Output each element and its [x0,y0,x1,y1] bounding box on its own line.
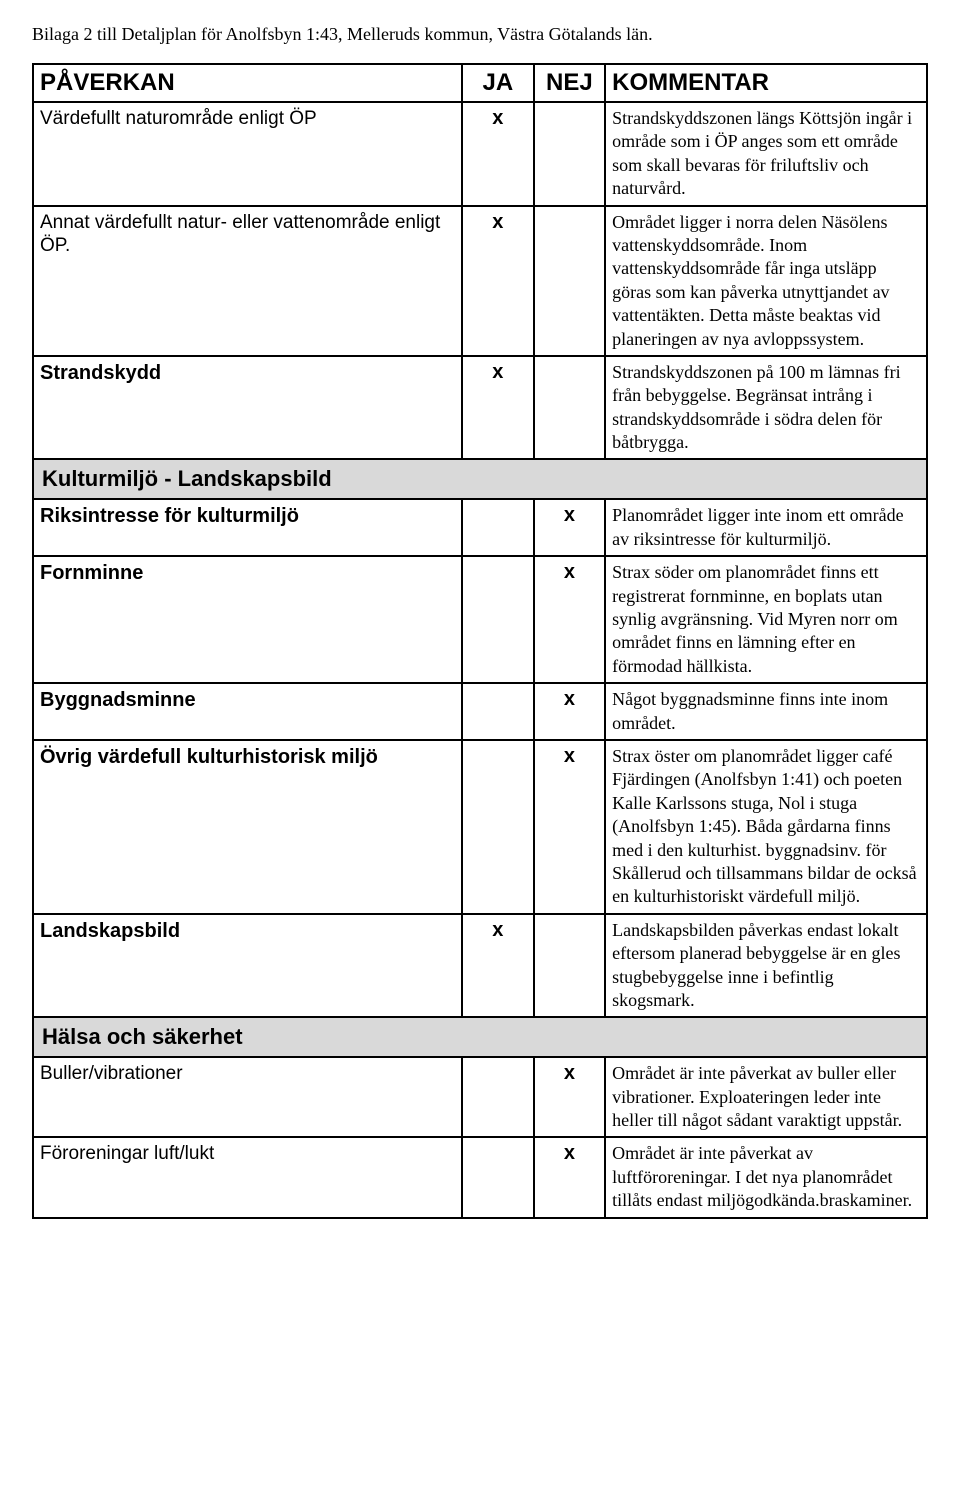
row-comment: Området är inte påverkat av luftföroreni… [605,1137,927,1217]
col-paverkan: PÅVERKAN [33,64,462,102]
cell-ja [462,556,534,683]
row-label: Strandskydd [33,356,462,460]
cell-nej: x [534,740,606,914]
cell-ja [462,1057,534,1137]
row-label: Annat värdefullt natur- eller vattenområ… [33,206,462,356]
cell-ja [462,1137,534,1217]
page-header: Bilaga 2 till Detaljplan för Anolfsbyn 1… [32,24,928,45]
table-row: Övrig värdefull kulturhistorisk miljö x … [33,740,927,914]
table-row: Buller/vibrationer x Området är inte påv… [33,1057,927,1137]
table-header-row: PÅVERKAN JA NEJ KOMMENTAR [33,64,927,102]
row-comment: Landskapsbilden påverkas endast lokalt e… [605,914,927,1018]
cell-ja [462,499,534,556]
table-row: Värdefullt naturområde enligt ÖP x Stran… [33,102,927,206]
table-row: Annat värdefullt natur- eller vattenområ… [33,206,927,356]
row-comment: Strandskyddszonen på 100 m lämnas fri fr… [605,356,927,460]
cell-nej: x [534,499,606,556]
cell-nej [534,356,606,460]
table-row: Fornminne x Strax söder om planområdet f… [33,556,927,683]
table-row: Byggnadsminne x Något byggnadsminne finn… [33,683,927,740]
cell-nej: x [534,683,606,740]
table-row: Strandskydd x Strandskyddszonen på 100 m… [33,356,927,460]
row-label: Övrig värdefull kulturhistorisk miljö [33,740,462,914]
row-label: Buller/vibrationer [33,1057,462,1137]
cell-ja: x [462,356,534,460]
row-label: Riksintresse för kulturmiljö [33,499,462,556]
cell-nej: x [534,556,606,683]
impact-table: PÅVERKAN JA NEJ KOMMENTAR Värdefullt nat… [32,63,928,1219]
row-comment: Något byggnadsminne finns inte inom områ… [605,683,927,740]
cell-nej: x [534,1057,606,1137]
cell-ja: x [462,102,534,206]
table-row: Landskapsbild x Landskapsbilden påverkas… [33,914,927,1018]
section-row: Hälsa och säkerhet [33,1017,927,1057]
row-label: Landskapsbild [33,914,462,1018]
row-comment: Strax öster om planområdet ligger café F… [605,740,927,914]
section-row: Kulturmiljö - Landskapsbild [33,459,927,499]
cell-ja: x [462,914,534,1018]
section-title: Hälsa och säkerhet [33,1017,927,1057]
cell-ja: x [462,206,534,356]
row-comment: Strax söder om planområdet finns ett reg… [605,556,927,683]
row-label: Byggnadsminne [33,683,462,740]
row-comment: Området är inte påverkat av buller eller… [605,1057,927,1137]
row-label: Värdefullt naturområde enligt ÖP [33,102,462,206]
row-comment: Planområdet ligger inte inom ett område … [605,499,927,556]
col-nej: NEJ [534,64,606,102]
row-comment: Området ligger i norra delen Näsölens va… [605,206,927,356]
row-comment: Strandskyddszonen längs Köttsjön ingår i… [605,102,927,206]
cell-nej [534,914,606,1018]
cell-ja [462,683,534,740]
section-title: Kulturmiljö - Landskapsbild [33,459,927,499]
row-label: Föroreningar luft/lukt [33,1137,462,1217]
col-ja: JA [462,64,534,102]
row-label: Fornminne [33,556,462,683]
cell-ja [462,740,534,914]
table-row: Föroreningar luft/lukt x Området är inte… [33,1137,927,1217]
cell-nej: x [534,1137,606,1217]
table-row: Riksintresse för kulturmiljö x Planområd… [33,499,927,556]
cell-nej [534,206,606,356]
cell-nej [534,102,606,206]
col-kommentar: KOMMENTAR [605,64,927,102]
